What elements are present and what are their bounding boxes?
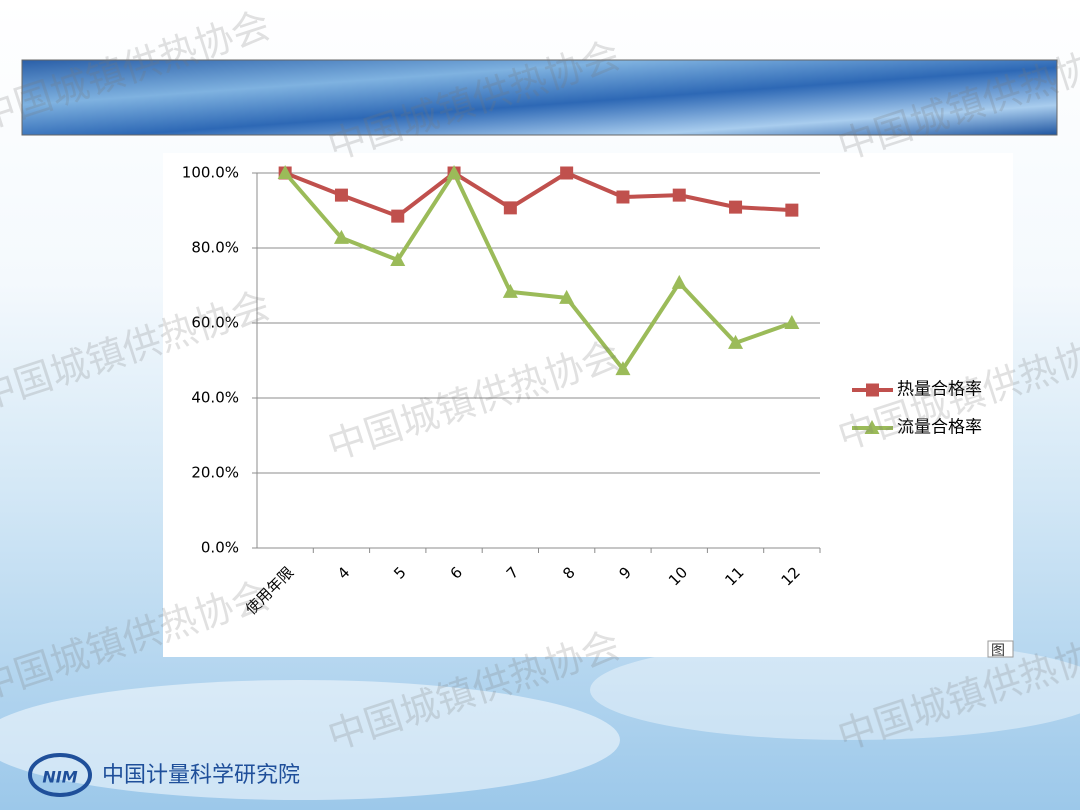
y-tick-label: 40.0%	[191, 389, 239, 407]
marker	[785, 203, 799, 217]
cloud	[590, 640, 1080, 740]
legend-label: 流量合格率	[897, 418, 982, 438]
marker	[671, 274, 687, 289]
cloud	[0, 680, 620, 800]
banner	[21, 59, 1058, 136]
marker	[615, 361, 631, 376]
legend-label: 热量合格率	[897, 380, 982, 400]
y-tick-label: 0.0%	[201, 539, 239, 557]
logo: NIM	[28, 753, 92, 797]
legend-marker	[866, 383, 879, 397]
corner-box	[987, 640, 1014, 658]
y-tick-label: 100.0%	[182, 164, 239, 182]
series-line	[283, 171, 793, 372]
marker	[502, 283, 518, 298]
footer: 中国计量科学研究院	[102, 763, 300, 788]
legend-marker	[864, 420, 880, 434]
y-tick-label: 80.0%	[191, 239, 239, 257]
marker	[728, 334, 744, 349]
series-line	[284, 171, 792, 219]
marker	[391, 209, 405, 223]
marker	[334, 188, 348, 202]
marker	[503, 201, 517, 215]
y-tick-label: 20.0%	[191, 464, 239, 482]
marker	[784, 315, 800, 329]
marker	[672, 188, 686, 202]
marker	[729, 200, 743, 214]
marker	[333, 229, 349, 244]
marker	[390, 252, 406, 266]
marker	[616, 190, 630, 204]
logo-text: NIM	[42, 768, 77, 787]
corner-label: 图	[991, 643, 1005, 659]
marker	[560, 166, 574, 180]
marker	[446, 165, 462, 179]
chart-area	[163, 153, 1013, 657]
marker	[277, 165, 293, 179]
y-tick-label: 60.0%	[191, 314, 239, 332]
marker	[559, 289, 575, 304]
